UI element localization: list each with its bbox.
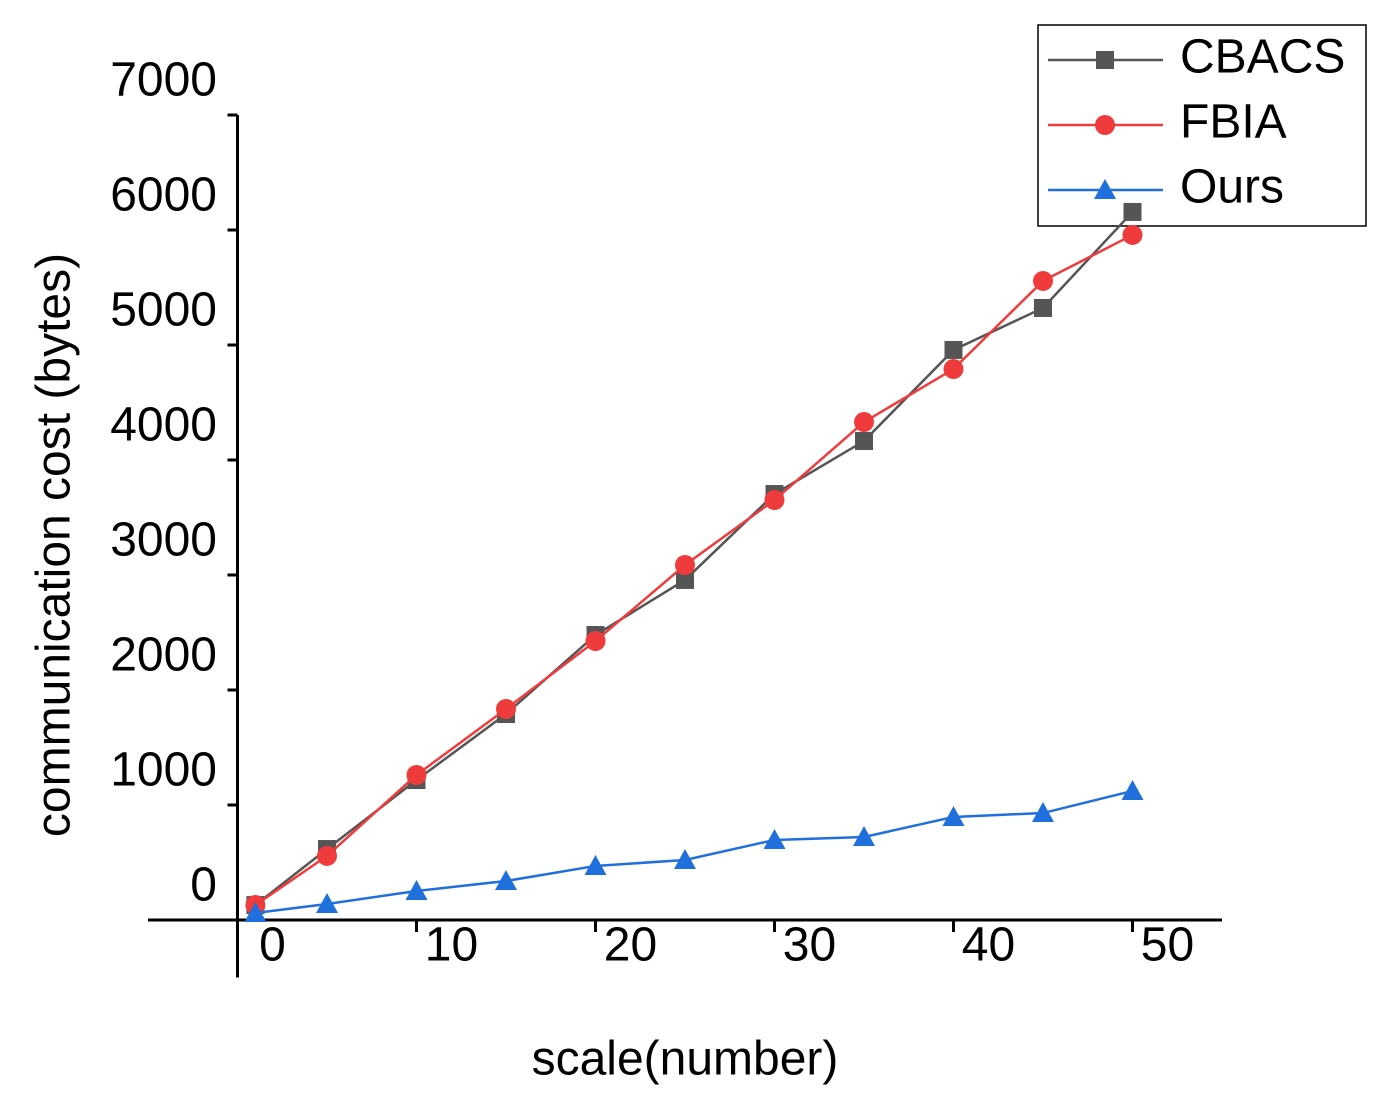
marker [675, 554, 695, 575]
marker [1033, 270, 1053, 291]
marker [1095, 115, 1115, 135]
marker [676, 570, 694, 589]
marker [496, 698, 516, 719]
y-axis-title: communication cost (bytes) [28, 253, 81, 837]
marker [406, 764, 427, 785]
x-tick-label: 0 [259, 919, 286, 972]
y-tick-label: 6000 [110, 169, 217, 222]
y-tick-label: 5000 [110, 284, 217, 337]
marker [853, 825, 875, 846]
marker [763, 828, 786, 849]
marker [244, 901, 267, 922]
marker [585, 631, 606, 652]
marker [584, 854, 607, 875]
marker [943, 359, 964, 380]
y-tick-label: 3000 [110, 514, 217, 567]
y-tick-label: 1000 [110, 744, 217, 797]
y-tick-label: 4000 [110, 399, 217, 452]
marker [1032, 802, 1054, 823]
marker [317, 845, 337, 866]
marker [944, 340, 963, 359]
x-axis-title: scale(number) [532, 1033, 839, 1086]
y-tick-label: 7000 [110, 54, 217, 107]
legend-label: FBIA [1180, 96, 1287, 149]
marker [1094, 179, 1116, 199]
marker [854, 412, 874, 433]
marker [942, 805, 965, 826]
marker [855, 432, 873, 451]
x-tick-label: 10 [425, 919, 478, 972]
y-tick-label: 0 [190, 859, 217, 912]
series-line [255, 789, 1133, 915]
x-tick-label: 20 [604, 919, 657, 972]
marker [764, 490, 785, 511]
marker [1121, 779, 1144, 800]
legend-label: CBACS [1180, 31, 1345, 84]
marker [674, 848, 696, 869]
legend-label: Ours [1180, 161, 1284, 214]
x-tick-label: 40 [962, 919, 1015, 972]
x-tick-label: 50 [1141, 919, 1194, 972]
x-tick-label: 30 [783, 919, 836, 972]
y-tick-label: 2000 [110, 629, 217, 682]
marker [405, 880, 428, 901]
marker [495, 870, 517, 891]
marker [1034, 298, 1052, 317]
marker [1096, 51, 1114, 69]
marker [1123, 202, 1142, 221]
marker [1122, 224, 1143, 245]
marker [316, 893, 338, 914]
